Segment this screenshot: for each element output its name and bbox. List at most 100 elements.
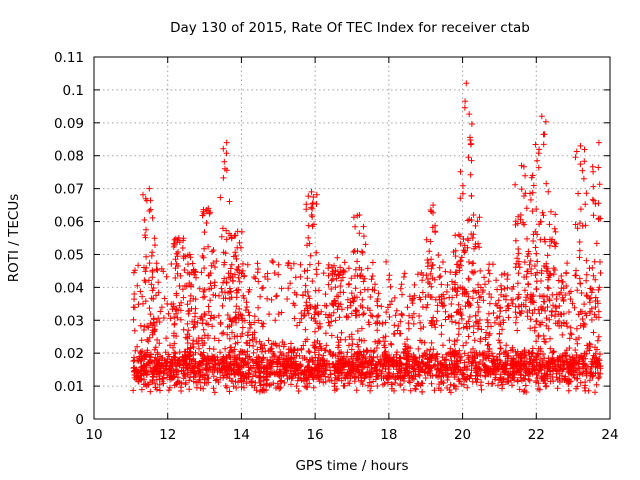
data-point [588, 363, 595, 370]
data-point [532, 244, 539, 251]
data-point [247, 364, 254, 371]
data-point [143, 253, 150, 260]
data-point [147, 358, 154, 365]
data-point [379, 320, 386, 327]
data-point [149, 268, 156, 275]
data-point [305, 348, 312, 355]
data-point [538, 376, 545, 382]
data-point [250, 343, 257, 349]
data-point [410, 310, 417, 317]
data-point [574, 340, 581, 347]
data-point [240, 378, 247, 385]
data-point [513, 352, 520, 359]
data-point [451, 351, 458, 358]
data-point [429, 224, 436, 231]
data-point [167, 376, 174, 383]
data-point [475, 323, 482, 330]
data-point [338, 329, 345, 336]
data-point [133, 373, 140, 380]
data-point [560, 310, 567, 317]
data-point [233, 319, 239, 326]
data-point [577, 161, 584, 168]
data-point [232, 314, 239, 321]
data-point [490, 310, 497, 316]
data-point [451, 382, 458, 389]
data-point [328, 286, 335, 292]
data-point [530, 182, 537, 189]
data-point [157, 308, 164, 315]
data-point [304, 363, 311, 370]
data-point [573, 325, 580, 332]
data-point [373, 345, 380, 351]
data-point [276, 343, 283, 349]
data-point [474, 299, 481, 306]
data-point [332, 364, 339, 371]
data-point [533, 318, 540, 325]
data-point [467, 134, 473, 141]
data-point [399, 372, 406, 379]
data-point [145, 338, 152, 345]
data-point [417, 319, 424, 326]
data-point [135, 301, 142, 308]
data-point [461, 104, 468, 111]
data-point [168, 261, 175, 267]
data-point [546, 296, 553, 303]
data-point [233, 256, 240, 262]
data-point [344, 349, 351, 356]
data-point [518, 186, 525, 193]
data-point [192, 313, 198, 320]
data-point [331, 380, 338, 387]
data-point [223, 374, 230, 381]
data-point [154, 365, 161, 372]
data-point [469, 378, 476, 385]
data-point [150, 374, 157, 381]
data-point [400, 274, 407, 280]
data-point [579, 223, 586, 229]
data-point [243, 380, 250, 387]
data-point [539, 361, 546, 368]
data-point [542, 238, 549, 245]
data-point [173, 363, 180, 370]
data-point [308, 314, 315, 321]
data-point [176, 239, 183, 246]
data-point [393, 351, 400, 358]
data-point [142, 268, 149, 275]
data-point [287, 280, 294, 287]
data-point [302, 288, 309, 295]
data-point [533, 371, 540, 378]
data-point [574, 225, 581, 232]
data-point [550, 356, 557, 363]
data-point [251, 329, 258, 336]
data-point [522, 360, 529, 367]
data-point [431, 387, 438, 394]
data-point [217, 374, 224, 381]
data-point [470, 329, 477, 336]
data-point [495, 382, 501, 389]
data-point [229, 378, 236, 385]
data-point [308, 188, 315, 195]
data-point [224, 312, 231, 318]
data-point [227, 316, 234, 323]
data-point [184, 269, 191, 276]
data-point [531, 263, 538, 269]
data-point [588, 316, 595, 323]
data-point [337, 283, 344, 289]
data-point [456, 354, 463, 361]
data-point [526, 349, 533, 356]
data-point [228, 261, 235, 268]
data-point [312, 287, 319, 294]
data-point [210, 373, 217, 380]
data-point [536, 293, 543, 299]
data-point [197, 385, 204, 392]
data-point [220, 279, 226, 286]
data-point [517, 310, 524, 317]
data-point [470, 269, 477, 276]
data-point [496, 330, 503, 337]
data-point [252, 275, 259, 282]
data-point [195, 335, 202, 341]
data-point [402, 369, 409, 376]
data-point [573, 336, 579, 343]
data-point [222, 345, 229, 352]
data-point [458, 254, 465, 261]
data-point [391, 294, 398, 301]
